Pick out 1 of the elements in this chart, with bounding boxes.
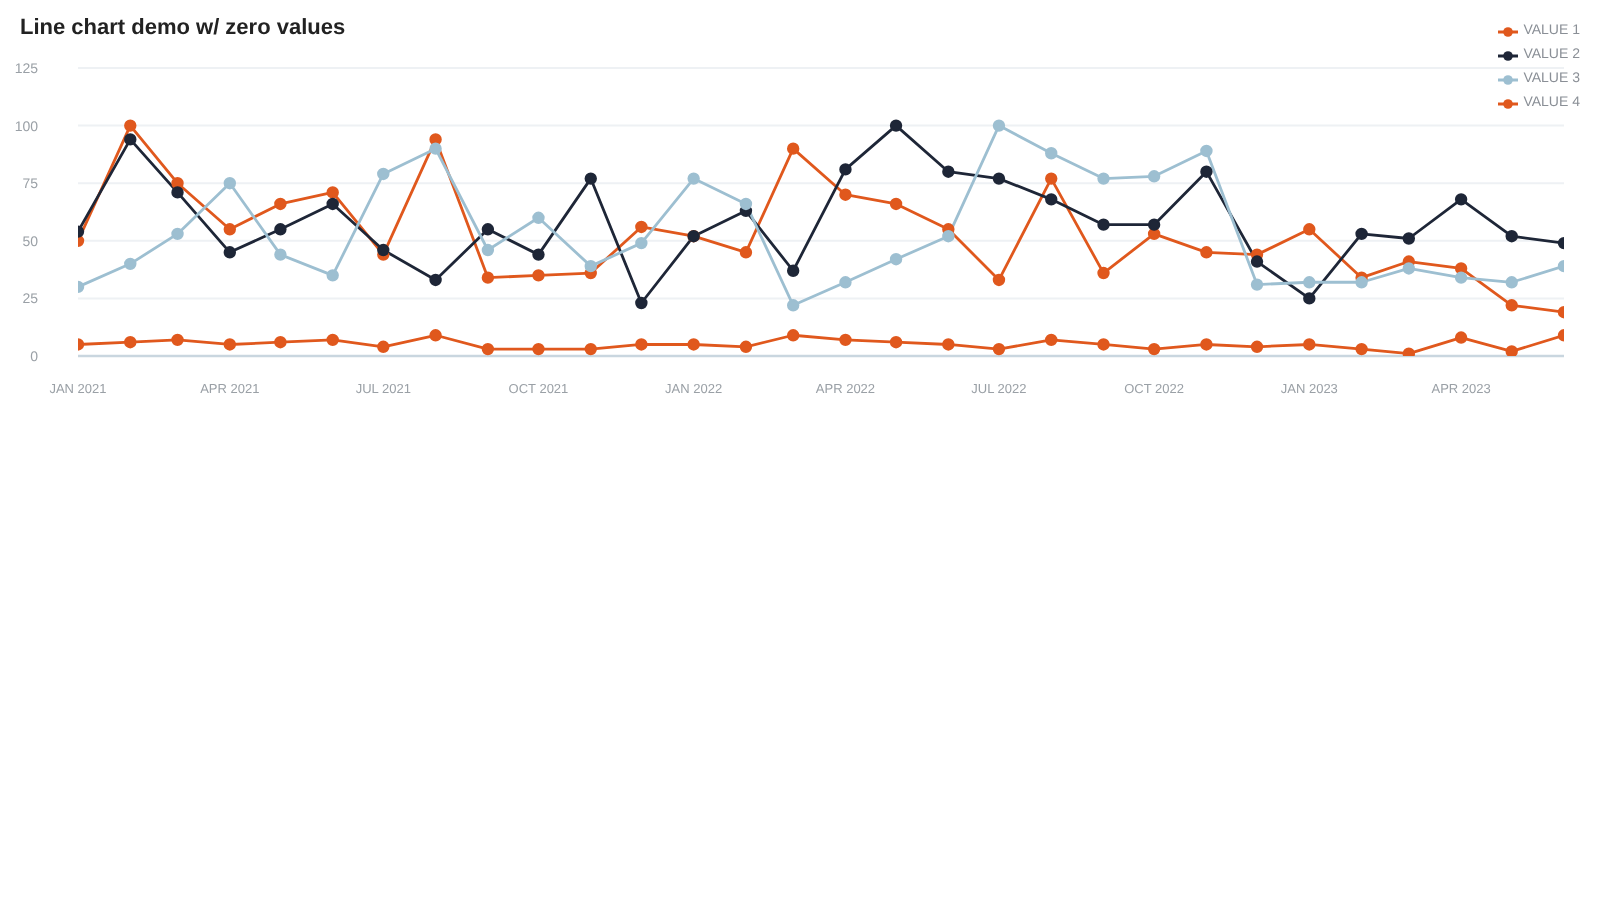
chart-title: Line chart demo w/ zero values	[20, 16, 346, 40]
